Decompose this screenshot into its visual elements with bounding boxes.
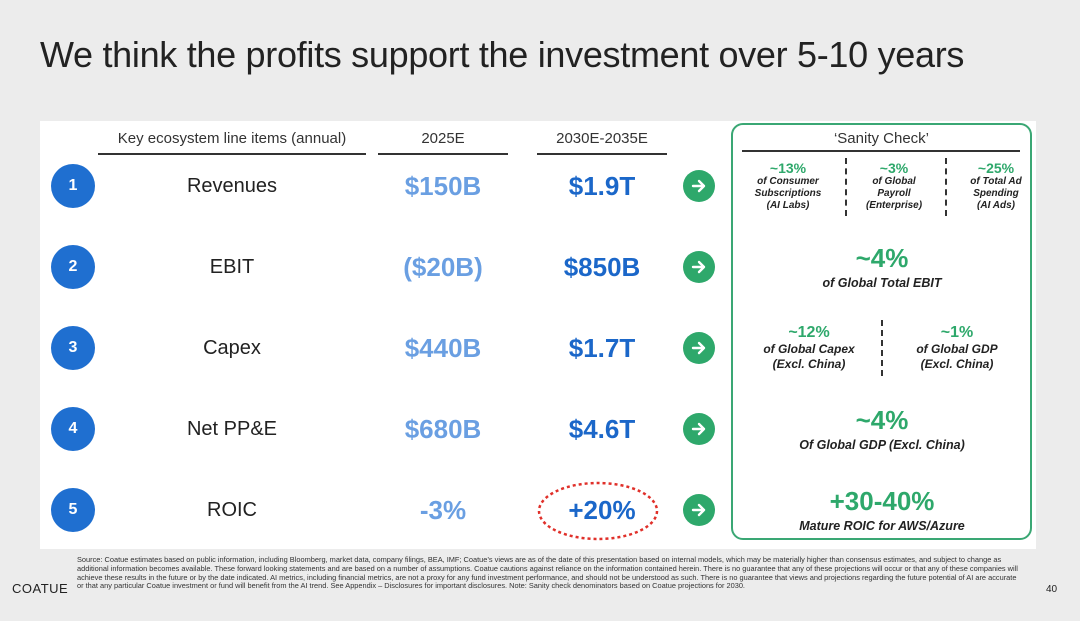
row-label-capex: Capex (203, 337, 261, 359)
highlight-circle (537, 481, 659, 541)
slide-title: We think the profits support the investm… (40, 34, 965, 75)
row-number-badge: 5 (51, 488, 95, 532)
sanity-ad-spending: ~25% of Total Ad Spending (AI Ads) (954, 160, 1038, 212)
sanity-sub: (AI Ads) (977, 200, 1015, 211)
sanity-pct: ~12% (788, 324, 830, 341)
sanity-sub: (Enterprise) (865, 200, 923, 211)
sanity-pct: +30-40% (829, 486, 935, 516)
sanity-sub: Payroll (877, 188, 911, 199)
sanity-sub: of Global GDP (916, 342, 998, 356)
sanity-sub: of Consumer (757, 176, 819, 187)
page-number: 40 (1046, 584, 1058, 595)
sanity-sub: (AI Labs) (766, 200, 810, 211)
sanity-consumer-subscriptions: ~13% of Consumer Subscriptions (AI Labs) (746, 160, 830, 212)
sanity-pct: ~13% (769, 160, 807, 176)
sanity-separator (945, 158, 947, 216)
row-label-net-ppe: Net PP&E (186, 418, 278, 440)
sanity-global-capex: ~12% of Global Capex (Excl. China) (742, 324, 876, 372)
arrow-right-icon (683, 170, 715, 202)
sanity-sub: of Total Ad (970, 176, 1022, 187)
header-2030e-2035e: 2030E-2035E (537, 130, 667, 155)
row-label-revenues: Revenues (186, 175, 278, 197)
row-number-badge: 1 (51, 164, 95, 208)
value-2030-ebit: $850B (563, 252, 641, 282)
row-label-roic: ROIC (207, 499, 257, 521)
sanity-gdp-excl-china: ~4% Of Global GDP (Excl. China) (732, 405, 1032, 452)
value-2030-roic: +20% (568, 495, 636, 525)
row-number-badge: 2 (51, 245, 95, 289)
header-line-items: Key ecosystem line items (annual) (98, 130, 366, 155)
sanity-global-payroll: ~3% of Global Payroll (Enterprise) (852, 160, 936, 212)
content-panel (40, 121, 1036, 549)
sanity-pct: ~4% (855, 243, 909, 273)
coatue-logo: COATUE (12, 581, 69, 596)
sanity-sub: Mature ROIC for AWS/Azure (799, 519, 965, 533)
value-2025-roic: -3% (419, 495, 467, 525)
sanity-pct: ~25% (977, 160, 1015, 176)
sanity-sub: Spending (973, 188, 1019, 199)
sanity-pct: ~4% (855, 405, 909, 435)
sanity-sub: of Global Total EBIT (822, 276, 942, 290)
header-2025e: 2025E (378, 130, 508, 155)
sanity-sub: Of Global GDP (Excl. China) (799, 438, 965, 452)
value-2025-revenues: $150B (404, 171, 482, 201)
value-2030-revenues: $1.9T (568, 171, 636, 201)
sanity-global-gdp: ~1% of Global GDP (Excl. China) (890, 324, 1024, 372)
arrow-right-icon (683, 251, 715, 283)
sanity-check-divider (742, 150, 1020, 152)
value-2025-ebit: ($20B) (403, 252, 483, 282)
sanity-sub: (Excl. China) (920, 357, 994, 371)
value-2030-capex: $1.7T (568, 333, 636, 363)
arrow-right-icon (683, 413, 715, 445)
sanity-separator (845, 158, 847, 216)
arrow-right-icon (683, 494, 715, 526)
sanity-check-box (731, 123, 1032, 540)
sanity-sub: Subscriptions (754, 188, 822, 199)
sanity-sub: of Global (872, 176, 916, 187)
sanity-pct: ~3% (879, 160, 909, 176)
value-2030-net-ppe: $4.6T (568, 414, 636, 444)
value-2025-capex: $440B (404, 333, 482, 363)
footer-disclosure: Source: Coatue estimates based on public… (77, 555, 1018, 591)
sanity-separator (881, 320, 883, 376)
value-2025-net-ppe: $680B (404, 414, 482, 444)
sanity-pct: ~1% (940, 324, 974, 341)
sanity-sub: (Excl. China) (772, 357, 846, 371)
sanity-sub: of Global Capex (763, 342, 855, 356)
sanity-check-title: ‘Sanity Check’ (833, 130, 930, 147)
row-label-ebit: EBIT (209, 256, 255, 278)
arrow-right-icon (683, 332, 715, 364)
row-number-badge: 3 (51, 326, 95, 370)
sanity-mature-roic: +30-40% Mature ROIC for AWS/Azure (732, 486, 1032, 533)
sanity-global-ebit: ~4% of Global Total EBIT (732, 243, 1032, 290)
row-number-badge: 4 (51, 407, 95, 451)
